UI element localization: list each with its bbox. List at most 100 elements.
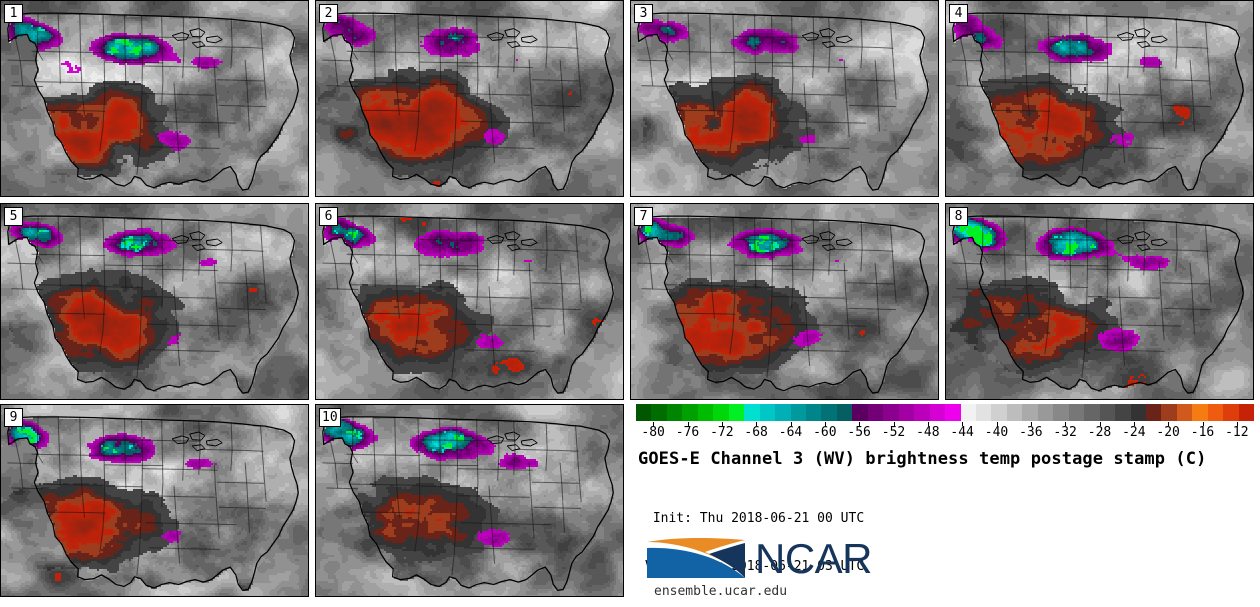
colorbar-swatch	[1192, 404, 1208, 421]
colorbar-tick-label: -24	[1122, 425, 1146, 440]
colorbar-swatch	[1223, 404, 1239, 421]
satellite-imagery	[316, 204, 623, 399]
colorbar-swatch	[636, 404, 652, 421]
colorbar-swatch	[929, 404, 946, 421]
panel-number-label: 7	[634, 207, 653, 226]
satellite-imagery	[1, 405, 308, 596]
colorbar-tick-label: -56	[847, 425, 871, 440]
colorbar-swatch	[713, 404, 729, 421]
colorbar-tickmark	[756, 422, 758, 426]
colorbar-tickmark	[1065, 422, 1067, 426]
colorbar-tick-label: -44	[950, 425, 974, 440]
map-panel[interactable]: 5	[0, 203, 309, 400]
colorbar-tickmark	[1099, 422, 1101, 426]
panel-number-label: 5	[4, 207, 23, 226]
colorbar-tickmark	[1133, 422, 1135, 426]
colorbar-tick-label: -36	[1019, 425, 1043, 440]
colorbar-swatch	[1099, 404, 1116, 421]
colorbar-tick-label: -60	[813, 425, 837, 440]
colorbar-tickmark	[962, 422, 964, 426]
colorbar-tickmark	[859, 422, 861, 426]
map-panel[interactable]: 2	[315, 0, 624, 197]
colorbar-swatch	[1115, 404, 1131, 421]
ncar-logo-mark-icon	[647, 538, 745, 578]
colorbar-swatch	[775, 404, 791, 421]
colorbar-swatch	[821, 404, 837, 421]
colorbar-tick-label: -64	[778, 425, 803, 440]
colorbar-swatch	[1022, 404, 1038, 421]
colorbar-tickmark	[721, 422, 723, 426]
colorbar-tick-label: -76	[675, 425, 700, 440]
map-panel[interactable]: 9	[0, 404, 309, 597]
colorbar-tick-label: -68	[744, 425, 768, 440]
panel-number-label: 1	[4, 4, 23, 23]
colorbar-tick-label: -32	[1053, 425, 1077, 440]
colorbar-swatch	[1207, 404, 1224, 421]
map-panel[interactable]: 10	[315, 404, 624, 597]
colorbar-tick-label: -28	[1087, 425, 1112, 440]
satellite-imagery	[316, 405, 623, 596]
panel-number-label: 10	[319, 408, 341, 427]
colorbar-swatch	[914, 404, 930, 421]
ncar-logo[interactable]: NCAR ensemble.ucar.edu	[645, 534, 945, 599]
map-panel[interactable]: 8	[945, 203, 1254, 400]
colorbar-tick-label: -80	[641, 425, 665, 440]
colorbar-swatch	[1068, 404, 1085, 421]
colorbar-swatch	[898, 404, 915, 421]
ncar-wordmark: NCAR	[755, 535, 873, 582]
colorbar-swatch	[744, 404, 760, 421]
panel-number-label: 8	[949, 207, 968, 226]
panel-number-label: 2	[319, 4, 338, 23]
colorbar: -80 -76 -72 -68 -64 -60 -56 -52 -48 -44 -40 -36 -32-…	[636, 404, 1255, 440]
colorbar-swatch	[728, 404, 745, 421]
map-panel[interactable]: 4	[945, 0, 1254, 197]
colorbar-tickmark	[1202, 422, 1204, 426]
colorbar-swatch	[867, 404, 884, 421]
colorbar-swatch	[883, 404, 899, 421]
ncar-url-label: ensemble.ucar.edu	[654, 584, 788, 599]
colorbar-swatch	[945, 404, 961, 421]
colorbar-swatch	[1084, 404, 1100, 421]
satellite-imagery	[946, 1, 1253, 196]
satellite-imagery	[631, 1, 938, 196]
panel-number-label: 9	[4, 408, 23, 427]
colorbar-tick-label: -12	[1225, 425, 1249, 440]
panel-number-label: 4	[949, 4, 968, 23]
colorbar-tickmark	[653, 422, 655, 426]
colorbar-swatch	[1037, 404, 1054, 421]
colorbar-swatch	[1238, 404, 1255, 421]
colorbar-swatch	[836, 404, 853, 421]
colorbar-swatch	[975, 404, 992, 421]
colorbar-swatch	[651, 404, 667, 421]
colorbar-swatch	[805, 404, 822, 421]
map-panel[interactable]: 7	[630, 203, 939, 400]
colorbar-swatch	[1053, 404, 1069, 421]
map-panel[interactable]: 6	[315, 203, 624, 400]
colorbar-tickmark	[927, 422, 929, 426]
colorbar-strip	[636, 404, 1255, 421]
colorbar-tickmark	[996, 422, 998, 426]
colorbar-swatch	[759, 404, 776, 421]
colorbar-swatch	[697, 404, 714, 421]
satellite-imagery	[1, 1, 308, 196]
satellite-imagery	[631, 204, 938, 399]
colorbar-swatch	[790, 404, 806, 421]
panel-number-label: 6	[319, 207, 338, 226]
colorbar-tickmark	[790, 422, 792, 426]
colorbar-swatch	[666, 404, 683, 421]
init-time-line: Init: Thu 2018-06-21 00 UTC	[645, 511, 865, 526]
satellite-imagery	[316, 1, 623, 196]
colorbar-swatch	[1176, 404, 1193, 421]
map-panel[interactable]: 3	[630, 0, 939, 197]
colorbar-swatch	[1130, 404, 1146, 421]
satellite-imagery	[1, 204, 308, 399]
colorbar-tickmark	[1168, 422, 1170, 426]
map-panel[interactable]: 1	[0, 0, 309, 197]
satellite-imagery	[946, 204, 1253, 399]
colorbar-tickmark	[1030, 422, 1032, 426]
colorbar-tick-label: -48	[916, 425, 940, 440]
colorbar-tickmark	[1236, 422, 1238, 426]
colorbar-tick-label: -20	[1156, 425, 1180, 440]
colorbar-tick-label: -16	[1190, 425, 1215, 440]
